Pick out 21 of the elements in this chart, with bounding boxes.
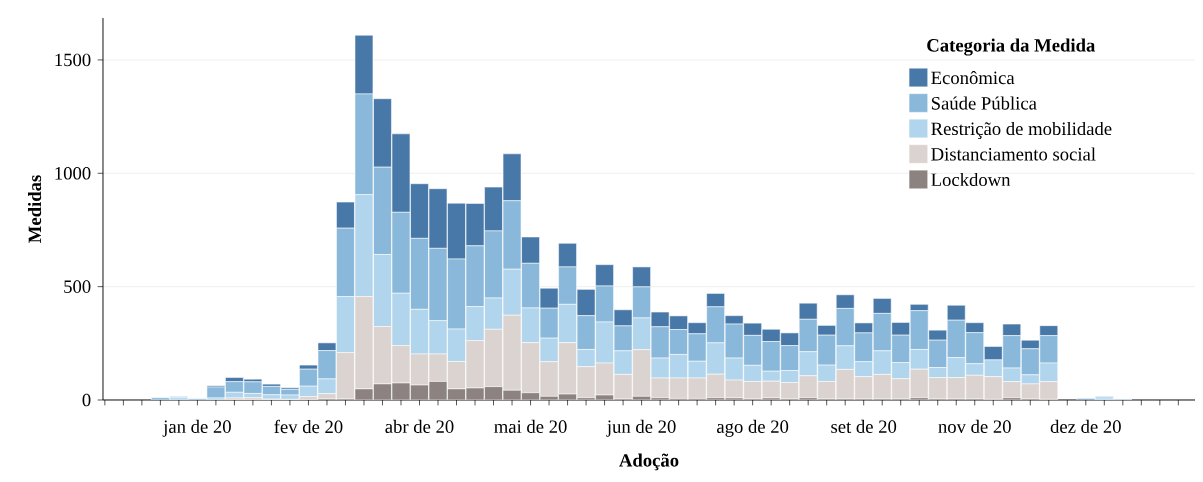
x-tick-label: set de 20 [831, 419, 897, 433]
x-tick-label: dez de 20 [1050, 419, 1121, 433]
x-tick-label: jun de 20 [606, 419, 676, 437]
x-tick-label: jan de 20 [162, 419, 231, 437]
y-tick-label: 1000 [55, 166, 91, 180]
legend-title: Categoria da Medida [927, 38, 1096, 56]
legend-label: Distanciamento social [931, 147, 1096, 161]
y-tick-label: 0 [82, 393, 91, 407]
x-axis-title: Adoção [619, 453, 679, 471]
x-tick-label: ago de 20 [717, 419, 789, 437]
y-tick-label: 1500 [55, 53, 91, 67]
y-axis-title: Medidas [27, 175, 42, 243]
legend-label: Restrição de mobilidade [931, 121, 1112, 139]
x-tick-label: fev de 20 [274, 419, 343, 434]
x-tick-label: mai de 20 [494, 419, 567, 433]
legend-label: Lockdown [931, 172, 1011, 187]
x-tick-label: abr de 20 [385, 419, 454, 433]
y-tick-label: 500 [64, 280, 91, 293]
x-tick-label: nov de 20 [938, 419, 1011, 433]
legend-label: Saúde Pública [931, 96, 1037, 110]
legend-label: Econômica [931, 70, 1015, 85]
